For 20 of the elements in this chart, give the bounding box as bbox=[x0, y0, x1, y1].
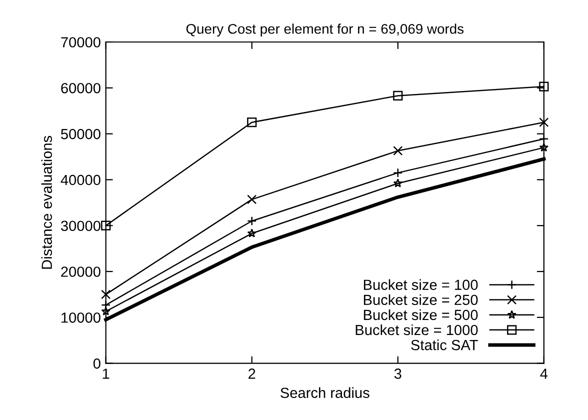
x-axis-title: Search radius bbox=[280, 387, 370, 398]
legend-label: Bucket size = 250 bbox=[364, 294, 478, 306]
y-tick-label: 0 bbox=[93, 358, 100, 369]
y-tick-label: 40000 bbox=[60, 174, 100, 186]
y-axis-title: Distance evaluations bbox=[41, 136, 52, 269]
legend-label: Bucket size = 100 bbox=[364, 279, 478, 290]
x-tick-label: 1 bbox=[102, 368, 110, 379]
y-tick-label: 50000 bbox=[61, 128, 100, 140]
legend-label: Static SAT bbox=[411, 339, 478, 350]
y-tick-label: 20000 bbox=[61, 266, 100, 277]
legend-label: Bucket size = 500 bbox=[364, 309, 478, 320]
x-tick-label: 3 bbox=[394, 368, 402, 379]
y-tick-label: 60000 bbox=[61, 83, 100, 94]
y-tick-label: 10000 bbox=[62, 312, 100, 323]
x-tick-label: 2 bbox=[248, 368, 256, 379]
chart-title: Query Cost per element for n = 69,069 words bbox=[186, 24, 464, 37]
y-tick-label: 30000 bbox=[60, 220, 100, 232]
y-tick-label: 70000 bbox=[61, 37, 100, 48]
x-tick-label: 4 bbox=[540, 368, 548, 379]
legend-label: Bucket size = 1000 bbox=[356, 324, 478, 336]
